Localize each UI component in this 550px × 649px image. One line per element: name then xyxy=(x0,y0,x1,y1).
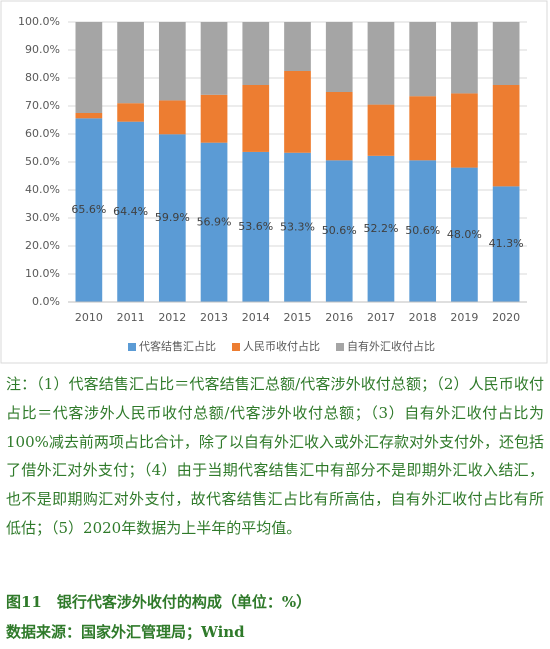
data-label: 53.3% xyxy=(280,220,315,233)
bar-segment xyxy=(451,167,478,302)
data-label: 64.4% xyxy=(113,205,148,218)
x-tick-label: 2014 xyxy=(242,311,270,324)
y-tick-label: 90.0% xyxy=(25,43,60,56)
bar-segment xyxy=(409,22,437,97)
bar-segment xyxy=(200,142,228,302)
bar-segment xyxy=(75,113,103,119)
data-label: 56.9% xyxy=(197,215,232,228)
x-tick-label: 2015 xyxy=(284,311,312,324)
x-tick-label: 2016 xyxy=(325,311,353,324)
chart: 0.0% 10.0% 20.0% 30.0% 40.0% 50.0% 60.0% 70.0% 8… xyxy=(0,0,548,364)
bar-segment xyxy=(158,100,186,135)
bar-segment xyxy=(325,92,353,161)
y-tick-label: 70.0% xyxy=(25,99,60,112)
caption: 图11 银行代客涉外收付的构成（单位：%） xyxy=(6,593,312,611)
bar-segment xyxy=(409,160,437,302)
x-tick-label: 2018 xyxy=(409,311,437,324)
y-tick-label: 20.0% xyxy=(25,239,60,252)
y-tick-label: 100.0% xyxy=(18,15,60,28)
bar-segment xyxy=(284,71,311,153)
legend-label: 自有外汇收付占比 xyxy=(347,339,435,353)
bar-segment xyxy=(242,22,270,85)
bar-segment xyxy=(242,151,270,302)
data-label: 52.2% xyxy=(363,222,398,235)
chart-border xyxy=(0,0,548,364)
bar-segment xyxy=(451,22,478,94)
x-tick-label: 2011 xyxy=(117,311,145,324)
bar-segment xyxy=(158,22,186,101)
data-label: 59.9% xyxy=(155,211,190,224)
source: 数据来源：国家外汇管理局；Wind xyxy=(6,623,245,641)
data-label: 50.6% xyxy=(405,224,440,237)
notes: 注：（1）代客结售汇占比＝代客结售汇总额/代客涉外收付总额；（2）人民币收付占比… xyxy=(6,375,544,537)
x-tick-label: 2020 xyxy=(492,311,520,324)
legend-swatch xyxy=(128,343,136,351)
legend-swatch xyxy=(336,343,344,351)
bar-segment xyxy=(284,152,311,302)
bar-segment xyxy=(492,85,520,187)
bar-segment xyxy=(75,118,103,302)
bar-segment xyxy=(325,22,353,92)
legend-label: 人民币收付占比 xyxy=(243,339,320,353)
legend-label: 代客结售汇占比 xyxy=(139,339,216,353)
x-tick-label: 2013 xyxy=(200,311,228,324)
bar-segment xyxy=(409,96,437,161)
bar-segment xyxy=(158,134,186,302)
data-label: 48.0% xyxy=(447,228,482,241)
x-tick-label: 2017 xyxy=(367,311,395,324)
y-tick-label: 50.0% xyxy=(25,155,60,168)
bar-segment xyxy=(492,22,520,85)
bar-segment xyxy=(367,104,395,156)
bar-segment xyxy=(200,94,228,143)
data-label: 50.6% xyxy=(322,224,357,237)
y-tick-label: 40.0% xyxy=(25,183,60,196)
y-tick-label: 0.0% xyxy=(32,295,60,308)
y-tick-label: 30.0% xyxy=(25,211,60,224)
bar-segment xyxy=(367,22,395,105)
bar-segment xyxy=(367,155,395,302)
bar-segment xyxy=(242,85,270,152)
bar-segment xyxy=(117,22,144,104)
y-tick-label: 60.0% xyxy=(25,127,60,140)
y-tick-label: 10.0% xyxy=(25,267,60,280)
bar-segment xyxy=(284,22,311,71)
data-label: 65.6% xyxy=(71,203,106,216)
bar-segment xyxy=(492,186,520,302)
data-label: 53.6% xyxy=(238,220,273,233)
x-tick-label: 2012 xyxy=(158,311,186,324)
bar-segment xyxy=(117,103,144,122)
legend-swatch xyxy=(232,343,240,351)
x-tick-label: 2010 xyxy=(75,311,103,324)
y-tick-label: 80.0% xyxy=(25,71,60,84)
x-tick-label: 2019 xyxy=(450,311,478,324)
bar-segment xyxy=(200,22,228,95)
data-label: 41.3% xyxy=(489,237,524,250)
bar-segment xyxy=(117,121,144,303)
bar-segment xyxy=(325,160,353,302)
bar-segment xyxy=(451,93,478,168)
bar-segment xyxy=(75,22,103,113)
